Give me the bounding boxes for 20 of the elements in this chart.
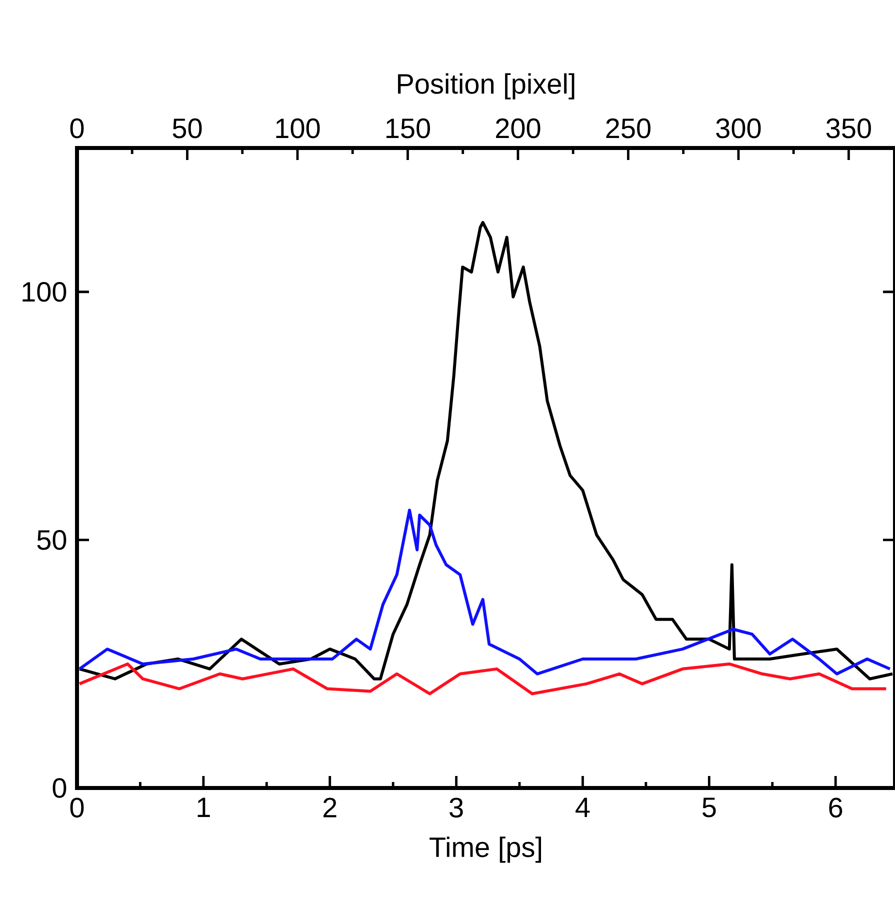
x-tick-label: 4	[576, 798, 590, 817]
x-tick-label: 6	[829, 798, 842, 818]
x-tick-label: 5	[702, 798, 716, 818]
x-axis-title: Time [ps]	[430, 836, 542, 863]
x2-tick-label: 100	[276, 118, 320, 138]
x-tick-label: 2	[323, 798, 336, 818]
x-tick-label: 1	[198, 798, 210, 817]
y-tick-label: 0	[52, 778, 66, 798]
y-tick-label: 50	[37, 530, 66, 550]
x2-tick-label: 0	[70, 118, 84, 138]
x-tick-label: 0	[70, 798, 84, 818]
x-tick-label: 3	[450, 798, 463, 818]
x2-tick-label: 200	[496, 118, 540, 138]
x2-axis-title: Position [pixel]	[398, 73, 574, 100]
x2-tick-label: 350	[826, 118, 871, 138]
y-tick-label: 100	[22, 282, 66, 302]
x2-tick-label: 50	[172, 118, 202, 138]
x2-tick-label: 150	[386, 118, 430, 138]
x2-tick-label: 250	[606, 118, 650, 138]
x2-tick-label: 300	[716, 118, 761, 138]
